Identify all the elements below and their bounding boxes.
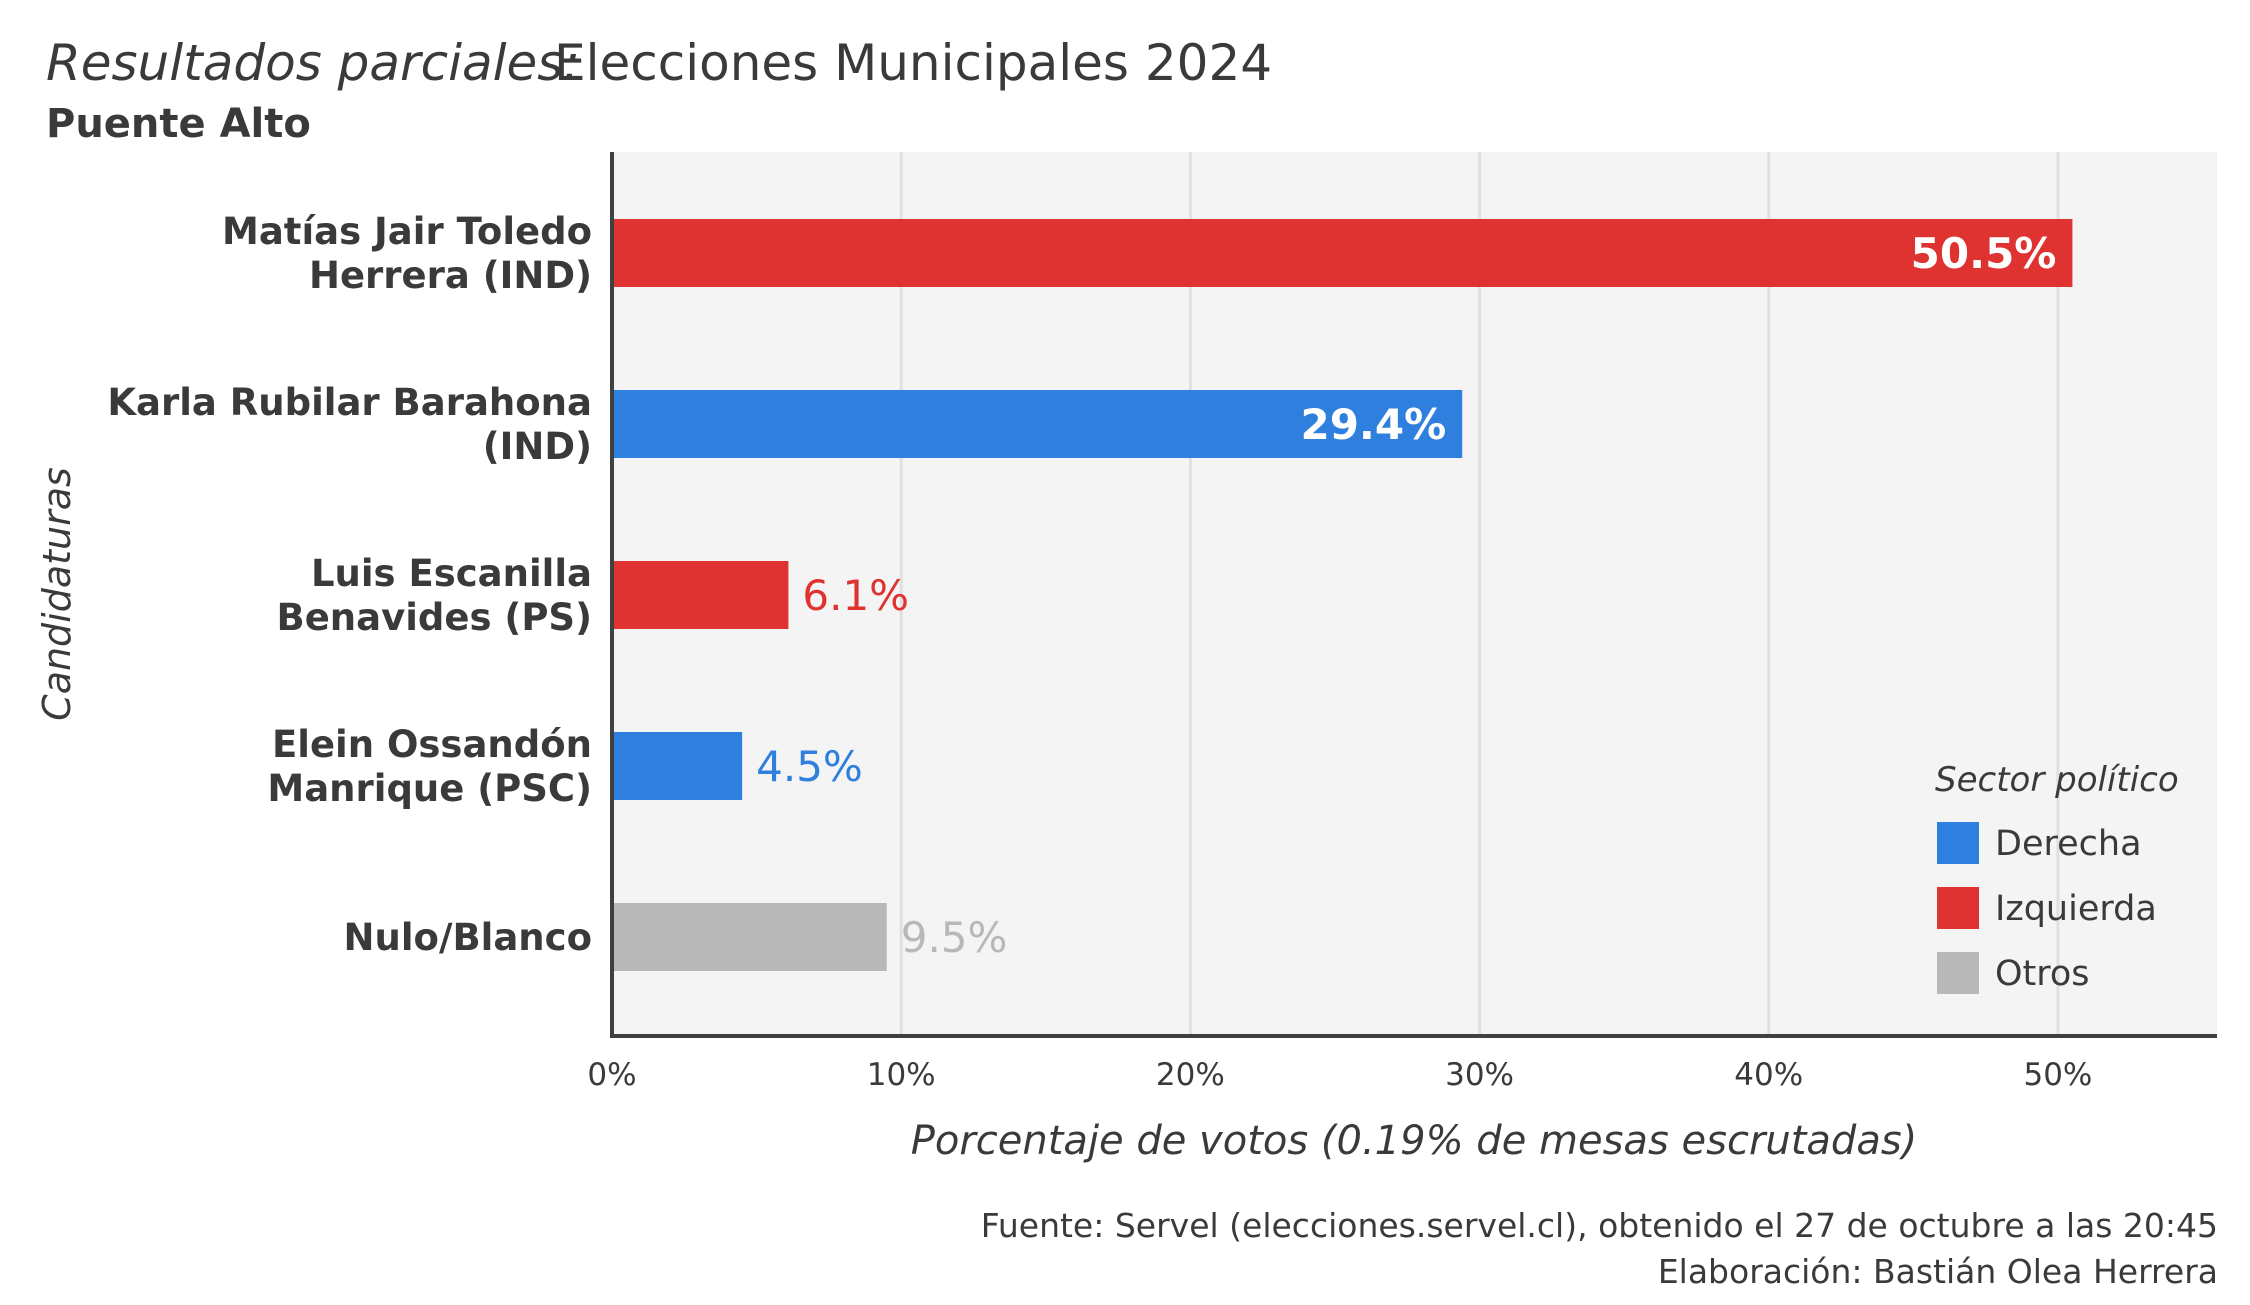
legend-title: Sector político [1935,760,2179,800]
bar-value-label: 50.5% [1911,229,2057,278]
x-tick-label: 40% [1734,1057,1803,1093]
value-labels: 50.5% 29.4% 6.1% 4.5% 9.5% [756,229,2056,962]
caption-author: Elaboración: Bastián Olea Herrera [1658,1252,2218,1291]
bar [612,903,887,971]
legend-swatch [1937,822,1979,864]
category-label: Elein Ossandón [272,723,592,766]
bar-value-label: 9.5% [901,913,1008,962]
legend-label: Derecha [1995,824,2142,864]
title-italic: Resultados parciales: [46,34,580,92]
legend-swatch [1937,887,1979,929]
bar [612,390,1463,458]
category-label: Manrique (PSC) [267,767,592,810]
x-tick-label: 50% [2023,1057,2092,1093]
x-tick-label: 0% [587,1057,636,1093]
legend-label: Otros [1995,954,2090,994]
category-label: Benavides (PS) [277,596,592,639]
x-tick-label: 10% [867,1057,936,1093]
title-main: Elecciones Municipales 2024 [554,34,1272,92]
caption-source: Fuente: Servel (elecciones.servel.cl), o… [981,1206,2218,1245]
bars [612,219,2073,971]
category-label: Luis Escanilla [311,552,592,595]
category-label: Herrera (IND) [309,254,592,297]
x-tick-label: 30% [1445,1057,1514,1093]
category-label: Karla Rubilar Barahona [107,381,592,424]
x-axis-title: Porcentaje de votos (0.19% de mesas escr… [911,1118,1918,1164]
bar [612,732,743,800]
legend-label: Izquierda [1995,889,2157,929]
x-tick-label: 20% [1156,1057,1225,1093]
bar-value-label: 29.4% [1300,400,1446,449]
category-label: (IND) [483,425,592,468]
category-label: Matías Jair Toledo [222,210,592,253]
subtitle: Puente Alto [46,101,311,147]
bar [612,561,789,629]
y-axis-title: Candidaturas [35,467,79,721]
bar-value-label: 4.5% [756,742,863,791]
bar [612,219,2073,287]
category-label: Nulo/Blanco [344,916,592,959]
gridlines [899,152,2060,1035]
legend: Sector político Derecha Izquierda Otros [1935,760,2179,994]
bar-value-label: 6.1% [802,571,909,620]
x-tick-labels: 0% 10% 20% 30% 40% 50% [587,1057,2092,1093]
legend-swatch [1937,952,1979,994]
